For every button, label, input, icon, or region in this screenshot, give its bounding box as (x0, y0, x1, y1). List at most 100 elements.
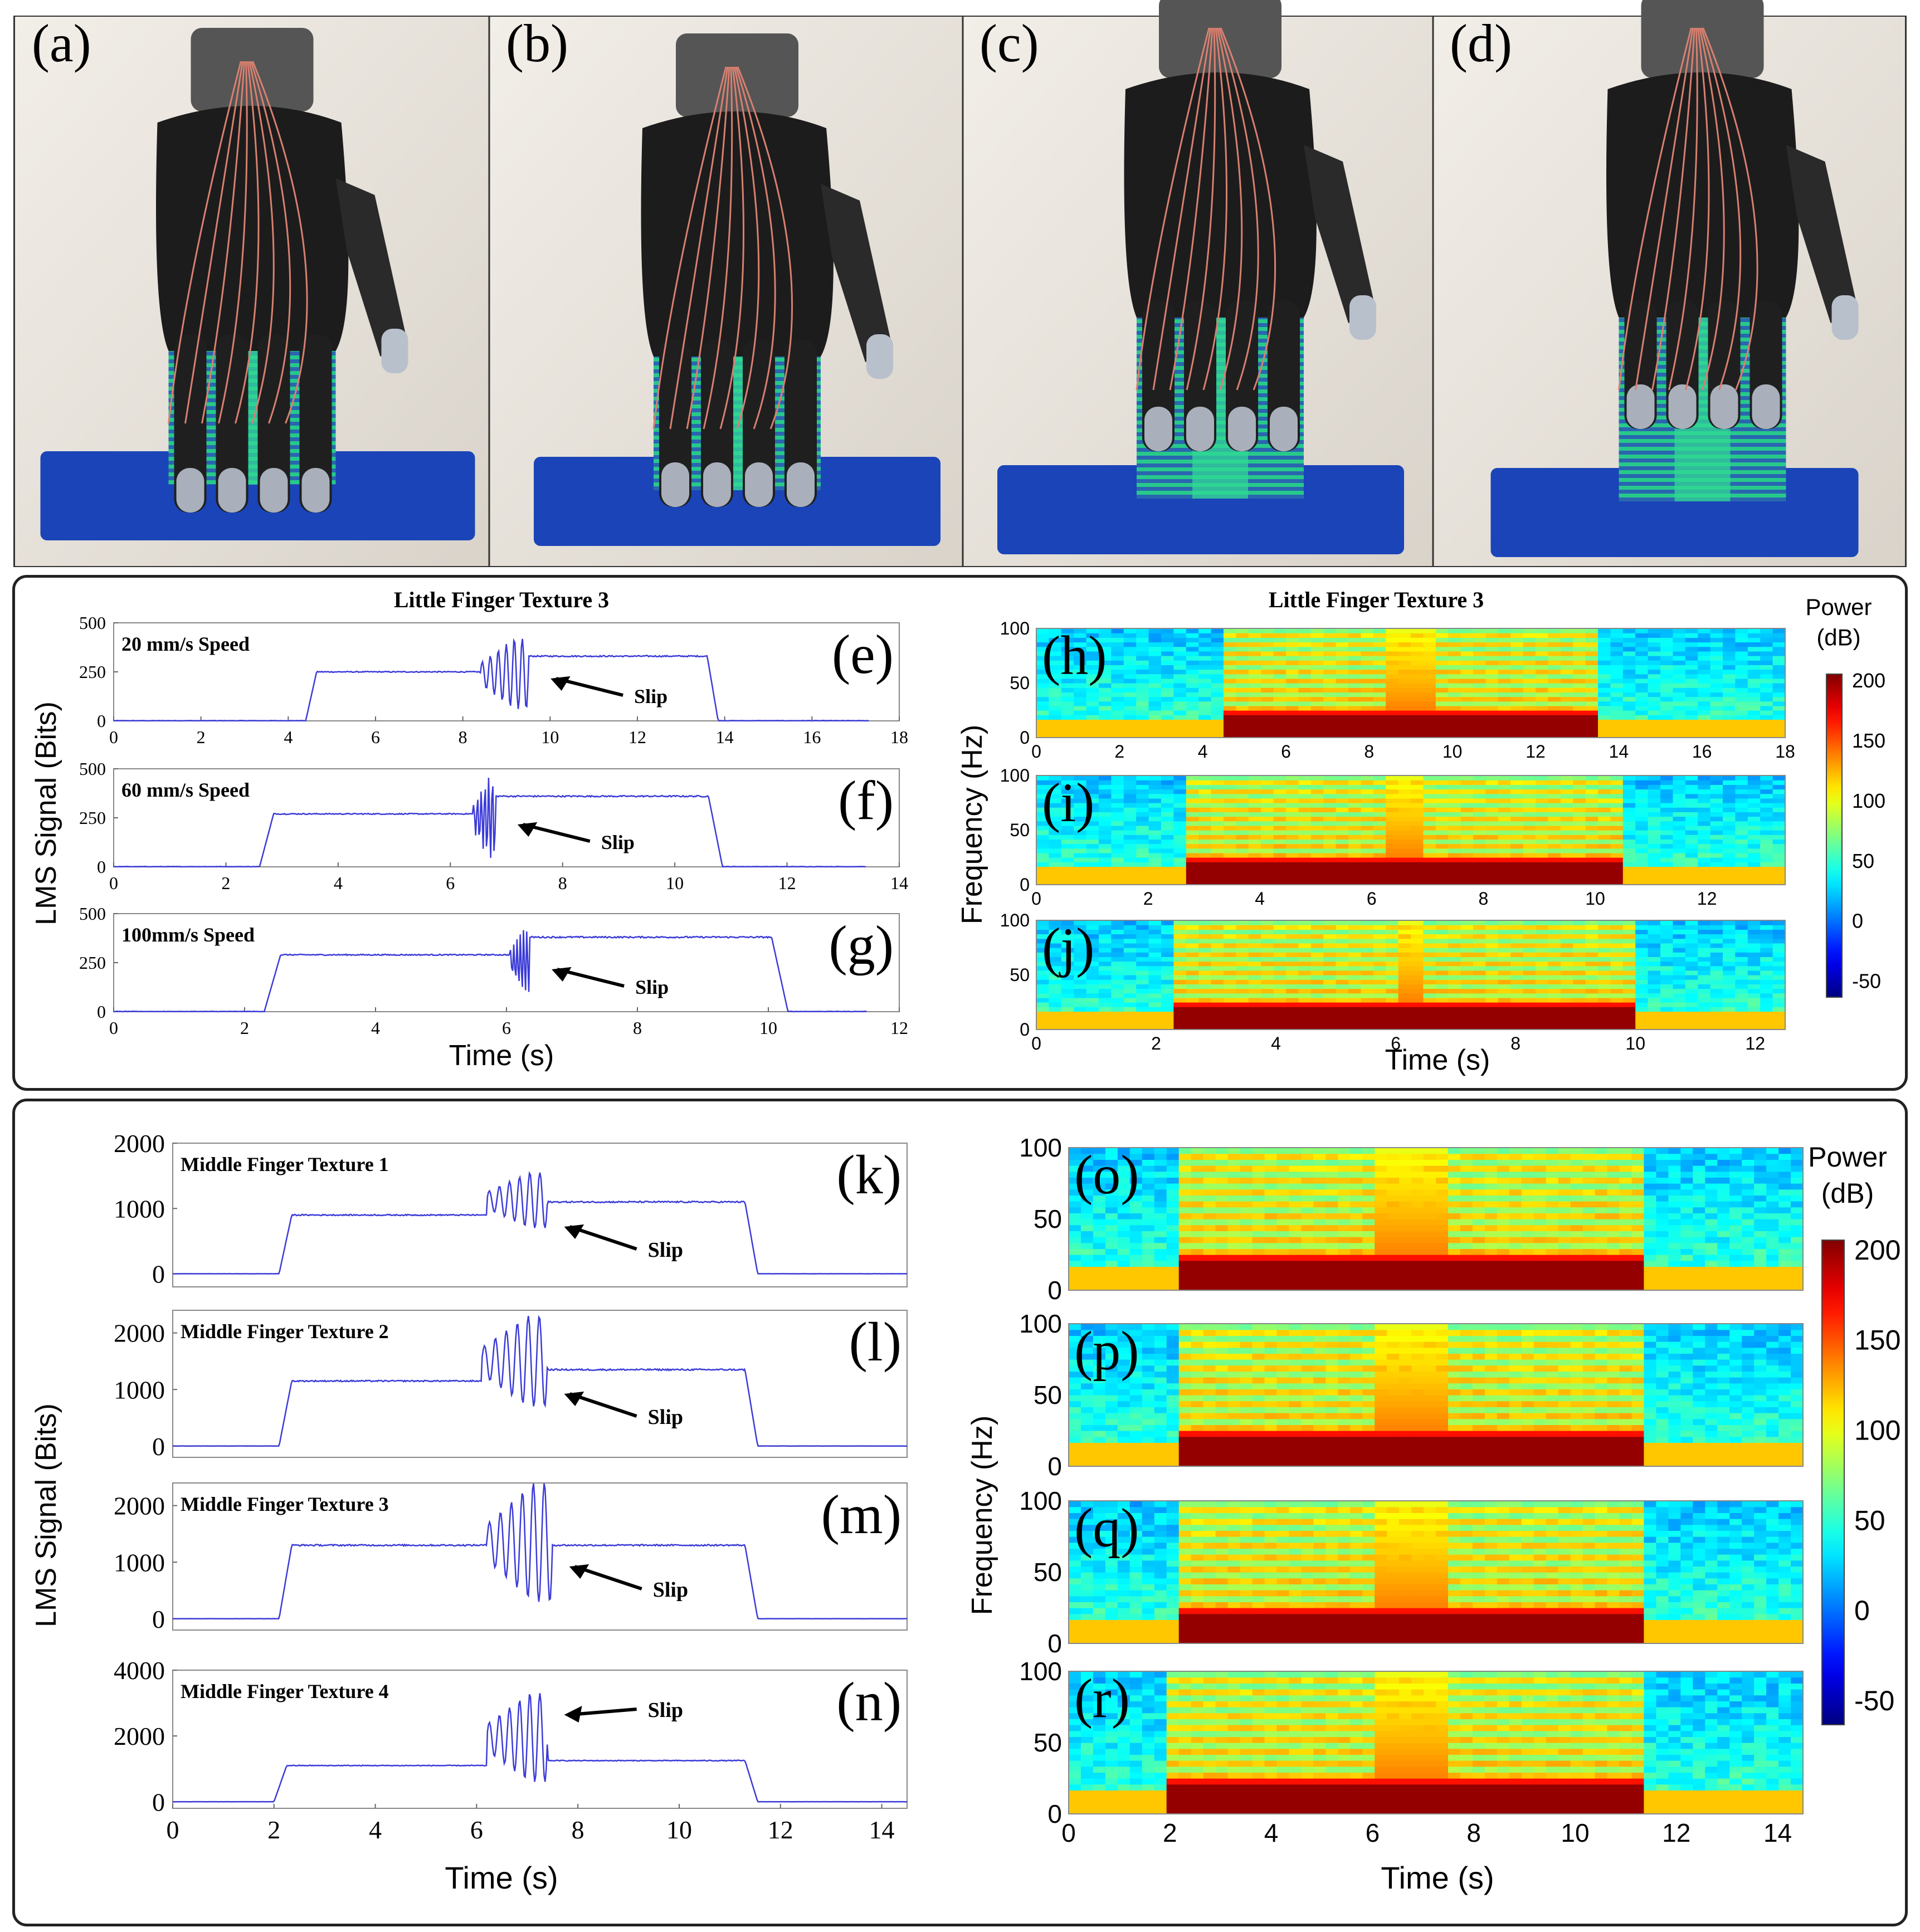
sensor-wire (1218, 27, 1259, 391)
x-tick-label: 0 (109, 1018, 118, 1038)
panel-label: (l) (849, 1311, 901, 1373)
prosthetic-hand (641, 33, 893, 507)
x-tick-label: 10 (1585, 889, 1605, 909)
sensor-wire (1668, 27, 1698, 391)
y-tick-label: 0 (1047, 1276, 1062, 1305)
photo-label: (c) (980, 13, 1039, 73)
sensor-wire (1169, 27, 1214, 391)
photo-label: (d) (1450, 13, 1512, 73)
fingertip-sensor (703, 462, 731, 507)
sensor-wire (735, 66, 776, 430)
hand-palm (1606, 72, 1799, 318)
spectrogram-h: 0 50 100 0 2 4 6 8 10 12 14 16 18 (h) (1000, 618, 1795, 762)
sensor-wire (1618, 27, 1692, 391)
prosthetic-hand (1124, 0, 1376, 451)
plot-area (113, 913, 900, 1012)
x-axis-label: Time (s) (1381, 1860, 1494, 1895)
y-axis-label: LMS Signal (Bits) (30, 1403, 62, 1627)
signal-series (172, 1693, 907, 1803)
y-tick-label: 0 (97, 711, 106, 731)
y-tick-label: 50 (1010, 965, 1030, 985)
y-tick-label: 50 (1010, 820, 1030, 840)
y-tick-label: 2000 (114, 1319, 165, 1348)
slip-arrow-head (564, 1224, 584, 1240)
colorbar-tick-label: 150 (1852, 729, 1885, 752)
x-tick-label: 14 (1763, 1818, 1792, 1847)
x-axis-label: Time (s) (1385, 1044, 1490, 1076)
x-tick-label: 12 (778, 873, 796, 893)
y-tick-label: 500 (79, 904, 106, 924)
x-tick-label: 0 (1061, 1818, 1076, 1847)
y-tick-label: 0 (152, 1432, 165, 1461)
spectrogram-o: 0 50 100 (o) (1019, 1133, 1804, 1305)
hand-finger (299, 334, 332, 513)
photo-panel-c: (c) (962, 0, 1433, 566)
slip-label: Slip (634, 685, 667, 708)
sensor-wire (1651, 27, 1695, 391)
spectrogram-p: 0 50 100 (p) (1019, 1309, 1804, 1481)
hand-palm (1124, 72, 1317, 318)
sensor-wire (703, 66, 733, 430)
plot-area (1036, 920, 1786, 1030)
x-tick-label: 8 (1466, 1818, 1481, 1847)
colorbar-tick-label: 100 (1854, 1415, 1900, 1446)
x-tick-label: 10 (666, 873, 684, 893)
plot-area (1068, 1323, 1804, 1467)
x-tick-label: 8 (1478, 889, 1488, 909)
x-tick-label: 0 (109, 727, 118, 747)
colorbar-title-unit: (dB) (1816, 625, 1860, 651)
plot-area (1068, 1147, 1804, 1291)
slip-arrow-head (564, 1706, 582, 1723)
x-tick-label: 10 (541, 727, 559, 747)
y-tick-label: 100 (1019, 1309, 1062, 1338)
section-little-finger (12, 575, 1908, 1091)
sensor-wire (1216, 27, 1243, 391)
sensor-wire (235, 61, 260, 424)
y-tick-label: 100 (1019, 1486, 1062, 1515)
speed-annotation: 60 mm/s Speed (121, 779, 250, 801)
panel-label: (o) (1074, 1144, 1139, 1206)
y-tick-label: 1000 (114, 1375, 165, 1404)
fingertip-sensor (1270, 407, 1298, 451)
section-middle-finger (12, 1099, 1908, 1926)
thumb-tip (866, 334, 893, 379)
line-chart-e: 0 250 500 0 2 4 6 8 10 12 14 16 18 20 mm/s Speed (e) Sl… (79, 613, 908, 747)
fingertip-sensor (661, 462, 689, 507)
sensor-wire (686, 66, 730, 430)
colorbar-tick-label: 100 (1852, 789, 1885, 812)
fingertip-sensor (1668, 384, 1697, 429)
prosthetic-hand (156, 28, 408, 513)
sensor-wire (252, 61, 308, 424)
hand-palm (641, 111, 834, 357)
hand-palm (156, 106, 349, 351)
sensor-wire (201, 61, 245, 424)
x-tick-label: 6 (371, 727, 380, 747)
y-tick-label: 0 (152, 1260, 165, 1289)
x-tick-label: 12 (768, 1816, 793, 1844)
panel-label: (i) (1042, 772, 1094, 833)
y-tick-label: 0 (97, 857, 106, 877)
x-tick-label: 2 (221, 873, 230, 893)
y-tick-label: 100 (1000, 910, 1030, 930)
x-tick-label: 8 (572, 1816, 584, 1844)
slip-arrow (569, 1392, 637, 1418)
panel-label: (f) (838, 769, 894, 831)
panel-label: (p) (1074, 1320, 1139, 1382)
x-tick-label: 12 (1662, 1818, 1690, 1847)
photo-strip: (a) (b) (c) (d) (15, 0, 1905, 566)
fingertip-sensor (1144, 407, 1172, 451)
sensor-wire (1220, 27, 1276, 391)
sensor-wire (1202, 27, 1227, 391)
x-tick-label: 12 (1526, 741, 1546, 762)
x-tick-label: 10 (1443, 741, 1463, 762)
slip-arrow (574, 1565, 642, 1591)
plot-area (172, 1482, 908, 1631)
x-tick-label: 4 (334, 873, 343, 893)
x-tick-label: 12 (1697, 889, 1717, 909)
x-tick-label: 2 (1143, 889, 1153, 909)
y-tick-label: 0 (1020, 875, 1030, 895)
panel-label: (e) (832, 623, 894, 685)
x-tick-label: 8 (459, 727, 467, 747)
x-tick-label: 2 (1163, 1818, 1177, 1847)
slip-label: Slip (648, 1238, 683, 1262)
